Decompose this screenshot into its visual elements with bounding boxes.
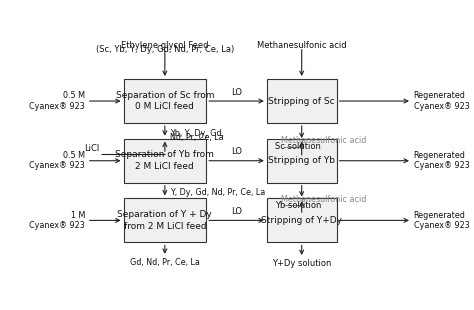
FancyBboxPatch shape bbox=[124, 198, 206, 242]
Text: Sc solution: Sc solution bbox=[275, 142, 321, 151]
Text: Separation of Yb from
2 M LiCl feed: Separation of Yb from 2 M LiCl feed bbox=[116, 150, 214, 171]
Text: Regenerated
Cyanex® 923: Regenerated Cyanex® 923 bbox=[414, 91, 469, 111]
Text: Y, Dy, Gd, Nd, Pr, Ce, La: Y, Dy, Gd, Nd, Pr, Ce, La bbox=[170, 188, 265, 197]
Text: Separation of Y + Dy
from 2 M LiCl feed: Separation of Y + Dy from 2 M LiCl feed bbox=[118, 210, 212, 231]
FancyBboxPatch shape bbox=[267, 79, 337, 123]
Text: Methanesulfonic acid: Methanesulfonic acid bbox=[282, 195, 367, 204]
Text: Regenerated
Cyanex® 923: Regenerated Cyanex® 923 bbox=[414, 151, 469, 171]
Text: Ethylene glycol Feed: Ethylene glycol Feed bbox=[121, 41, 209, 50]
FancyBboxPatch shape bbox=[267, 139, 337, 183]
Text: Gd, Nd, Pr, Ce, La: Gd, Nd, Pr, Ce, La bbox=[130, 258, 200, 267]
Text: Separation of Sc from
0 M LiCl feed: Separation of Sc from 0 M LiCl feed bbox=[116, 91, 214, 112]
FancyBboxPatch shape bbox=[124, 139, 206, 183]
Text: LiCl: LiCl bbox=[84, 144, 100, 153]
Text: Regenerated
Cyanex® 923: Regenerated Cyanex® 923 bbox=[414, 211, 469, 230]
Text: 1 M
Cyanex® 923: 1 M Cyanex® 923 bbox=[29, 211, 85, 230]
Text: LO: LO bbox=[231, 148, 242, 157]
Text: LO: LO bbox=[231, 207, 242, 216]
Text: 0.5 M
Cyanex® 923: 0.5 M Cyanex® 923 bbox=[29, 91, 85, 111]
Text: Stripping of Yb: Stripping of Yb bbox=[268, 156, 335, 165]
Text: (Sc, Yb, Y, Dy, Gd, Nd, Pr, Ce, La): (Sc, Yb, Y, Dy, Gd, Nd, Pr, Ce, La) bbox=[96, 45, 234, 54]
Text: Stripping of Sc: Stripping of Sc bbox=[268, 96, 335, 105]
Text: Yb solution: Yb solution bbox=[275, 201, 321, 210]
FancyBboxPatch shape bbox=[267, 198, 337, 242]
Text: LO: LO bbox=[231, 88, 242, 97]
Text: Methanesulfonic acid: Methanesulfonic acid bbox=[282, 136, 367, 145]
Text: Methanesulfonic acid: Methanesulfonic acid bbox=[257, 41, 346, 50]
Text: Stripping of Y+Dy: Stripping of Y+Dy bbox=[261, 216, 342, 225]
Text: Nd, Pr, Ce, La: Nd, Pr, Ce, La bbox=[170, 133, 224, 142]
Text: Y+Dy solution: Y+Dy solution bbox=[272, 259, 331, 268]
FancyBboxPatch shape bbox=[124, 79, 206, 123]
Text: 0.5 M
Cyanex® 923: 0.5 M Cyanex® 923 bbox=[29, 151, 85, 171]
Text: Yb, Y, Dy, Gd,: Yb, Y, Dy, Gd, bbox=[170, 129, 224, 138]
